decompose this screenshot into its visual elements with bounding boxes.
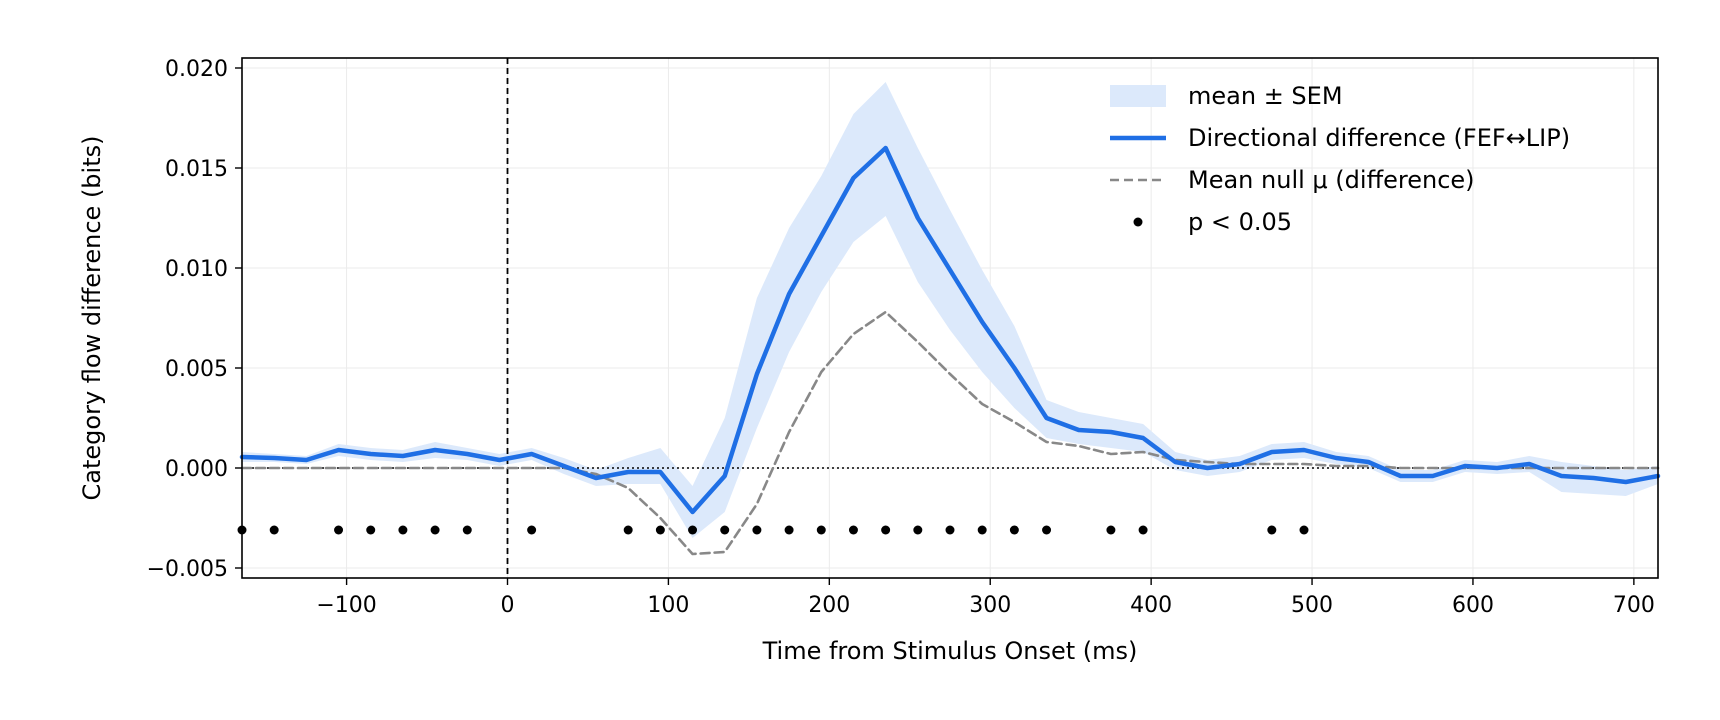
significance-point — [945, 525, 955, 535]
x-tick-label: 200 — [808, 593, 850, 618]
legend-label: Mean null μ (difference) — [1188, 166, 1475, 194]
significance-point — [881, 525, 891, 535]
y-tick-label: 0.000 — [165, 457, 228, 482]
x-tick-label: 600 — [1452, 593, 1494, 618]
significance-point — [977, 525, 987, 535]
significance-point — [913, 525, 923, 535]
legend: mean ± SEM Directional difference (FEF↔LI… — [1110, 82, 1570, 236]
y-axis: −0.005 0.000 0.005 0.010 0.015 0.020 — [147, 57, 242, 582]
significance-point — [527, 525, 537, 535]
x-tick-label: 0 — [501, 593, 515, 618]
x-tick-label: 400 — [1130, 593, 1172, 618]
sem-band-layer — [242, 82, 1658, 538]
x-tick-label: 100 — [647, 593, 689, 618]
x-tick-label: −100 — [316, 593, 376, 618]
significance-point — [1009, 525, 1019, 535]
significance-point — [269, 525, 279, 535]
null-mean-line — [240, 310, 1660, 556]
significance-point — [623, 525, 633, 535]
directional-difference-line — [239, 145, 1661, 515]
significance-point — [430, 525, 440, 535]
x-axis: −100 0 100 200 300 400 500 600 700 — [316, 578, 1655, 618]
significance-point — [816, 525, 826, 535]
y-tick-label: 0.015 — [165, 157, 228, 182]
significance-point — [462, 525, 472, 535]
significance-point — [688, 525, 698, 535]
y-tick-label: −0.005 — [147, 557, 228, 582]
significance-point — [1138, 525, 1148, 535]
series-layer — [239, 145, 1661, 556]
significance-point — [655, 525, 665, 535]
significance-point — [1106, 525, 1116, 535]
significance-point — [784, 525, 794, 535]
significance-point — [752, 525, 762, 535]
legend-label: Directional difference (FEF↔LIP) — [1188, 124, 1570, 152]
significance-point — [1299, 525, 1309, 535]
significance-point — [848, 525, 858, 535]
x-tick-label: 700 — [1613, 593, 1655, 618]
significance-point — [334, 525, 344, 535]
legend-band-swatch — [1110, 85, 1166, 107]
y-axis-title: Category flow difference (bits) — [78, 136, 106, 501]
y-tick-label: 0.020 — [165, 57, 228, 82]
x-tick-label: 300 — [969, 593, 1011, 618]
x-axis-title: Time from Stimulus Onset (ms) — [762, 637, 1138, 665]
plot-frame — [241, 57, 1659, 579]
sem-band — [242, 82, 1658, 538]
legend-dot-swatch — [1133, 217, 1143, 227]
x-tick-label: 500 — [1291, 593, 1333, 618]
significance-points — [237, 525, 1309, 535]
legend-label: mean ± SEM — [1188, 82, 1343, 110]
y-tick-label: 0.005 — [165, 357, 228, 382]
significance-point — [366, 525, 376, 535]
significance-point — [1042, 525, 1052, 535]
significance-point — [720, 525, 730, 535]
legend-label: p < 0.05 — [1188, 208, 1292, 236]
y-tick-label: 0.010 — [165, 257, 228, 282]
significance-point — [1267, 525, 1277, 535]
significance-point — [398, 525, 408, 535]
